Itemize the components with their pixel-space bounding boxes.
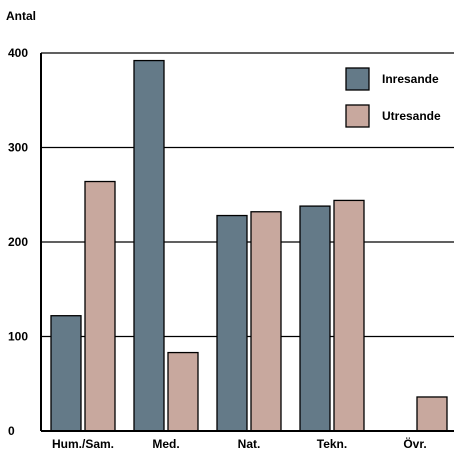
legend: Inresande Utresande	[345, 67, 441, 128]
x-tick-label: Övr.	[403, 436, 426, 451]
bar-inresande	[216, 214, 248, 432]
bar-utresande	[167, 351, 199, 432]
bar-utresande	[416, 396, 448, 432]
y-tick-labels: 0 100 200 300 400	[8, 46, 28, 438]
bar-utresande	[333, 199, 365, 432]
bar-utresande	[250, 211, 282, 432]
bar-inresande	[299, 205, 331, 432]
legend-label: Utresande	[382, 109, 441, 123]
x-tick-label: Tekn.	[317, 437, 347, 451]
y-tick-label: 100	[8, 330, 28, 344]
y-tick-label: 0	[8, 424, 15, 438]
x-tick-label: Hum./Sam.	[52, 437, 114, 451]
bar-utresande	[84, 180, 116, 432]
x-tick-labels: Hum./Sam. Med. Nat. Tekn. Övr.	[52, 436, 427, 451]
y-tick-label: 200	[8, 235, 28, 249]
x-tick-label: Med.	[152, 437, 179, 451]
y-tick-label: 400	[8, 46, 28, 60]
bar-inresande	[133, 59, 165, 432]
legend-label: Inresande	[382, 72, 439, 86]
y-axis-title: Antal	[6, 9, 36, 23]
axes	[40, 53, 454, 432]
legend-swatch	[345, 67, 370, 91]
x-tick-label: Nat.	[238, 437, 261, 451]
legend-swatch	[345, 104, 370, 128]
y-tick-label: 300	[8, 141, 28, 155]
bar-inresande	[50, 315, 82, 432]
